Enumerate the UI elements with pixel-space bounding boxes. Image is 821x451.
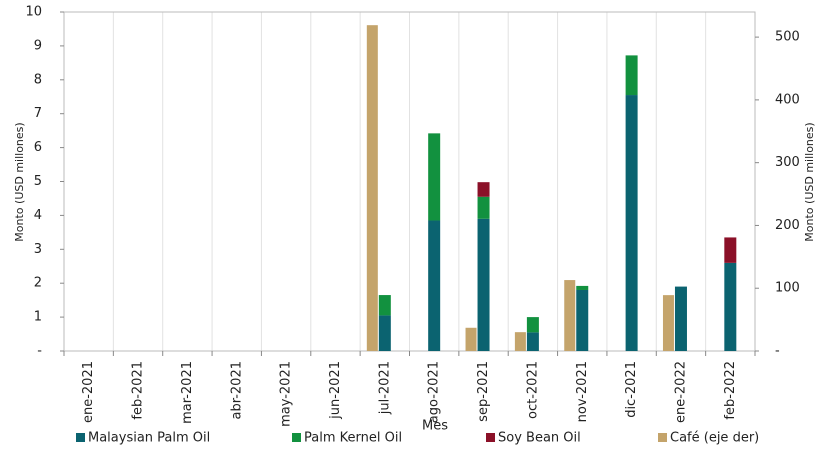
legend-label: Café (eje der) <box>670 431 759 446</box>
x-tick-label: feb-2021 <box>131 361 146 420</box>
bar <box>625 95 638 352</box>
x-tick-label: dic-2021 <box>624 361 639 418</box>
y-tick-label: 9 <box>34 38 42 53</box>
bar <box>428 133 441 221</box>
y-tick-label: 7 <box>34 106 42 121</box>
bar <box>378 315 391 351</box>
x-tick-label: oct-2021 <box>525 361 540 419</box>
bar <box>465 327 477 351</box>
legend-swatch <box>292 433 301 442</box>
legend-swatch <box>76 433 85 442</box>
bar <box>378 295 391 316</box>
bar <box>526 332 539 351</box>
x-tick-label: ene-2021 <box>81 361 96 423</box>
y-tick-label: 1 <box>34 310 42 325</box>
legend-label: Soy Bean Oil <box>498 431 581 446</box>
x-tick-label: ago-2021 <box>427 361 442 423</box>
x-tick-label: jul-2021 <box>377 361 392 415</box>
bar <box>477 182 490 197</box>
bar <box>514 332 526 351</box>
x-axis-label: Mes <box>422 419 448 434</box>
x-tick-label: nov-2021 <box>575 361 590 422</box>
legend-swatch <box>658 433 667 442</box>
x-tick-label: ene-2022 <box>673 361 688 423</box>
bar <box>576 285 589 290</box>
x-tick-label: mar-2021 <box>180 361 195 424</box>
x-tick-label: jun-2021 <box>328 361 343 420</box>
bar <box>564 280 576 351</box>
bar <box>724 237 737 263</box>
y2-tick-label: 300 <box>775 155 800 170</box>
y-tick-label: 3 <box>34 242 42 257</box>
bar <box>428 220 441 351</box>
bar <box>662 295 674 351</box>
y-tick-label: - <box>37 344 42 359</box>
y2-axis-label: Monto (USD millones) <box>803 122 816 241</box>
x-tick-label: abr-2021 <box>229 361 244 420</box>
y-axis-label: Monto (USD millones) <box>13 122 26 241</box>
y2-tick-label: - <box>775 344 780 359</box>
y2-tick-label: 500 <box>775 30 800 45</box>
y-tick-label: 5 <box>34 174 42 189</box>
y-tick-label: 2 <box>34 276 42 291</box>
y-tick-label: 10 <box>25 5 42 20</box>
bar <box>724 262 737 351</box>
legend-swatch <box>486 433 495 442</box>
bar <box>477 196 490 219</box>
bar <box>477 218 490 351</box>
x-tick-label: feb-2022 <box>723 361 738 420</box>
bar <box>366 25 378 352</box>
legend-label: Palm Kernel Oil <box>304 431 402 446</box>
legend-label: Malaysian Palm Oil <box>88 431 210 446</box>
bar <box>674 286 687 351</box>
x-tick-label: sep-2021 <box>476 361 491 422</box>
y2-tick-label: 100 <box>775 281 800 296</box>
y-tick-label: 8 <box>34 72 42 87</box>
y-tick-label: 6 <box>34 140 42 155</box>
y2-tick-label: 200 <box>775 218 800 233</box>
y2-tick-label: 400 <box>775 92 800 107</box>
x-tick-label: may-2021 <box>279 361 294 427</box>
bar <box>625 55 638 96</box>
y-tick-label: 4 <box>34 208 42 223</box>
bar <box>576 289 589 351</box>
bar <box>526 317 539 333</box>
